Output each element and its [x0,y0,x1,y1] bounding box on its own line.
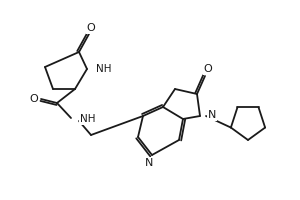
Text: N: N [208,110,216,120]
Text: NH: NH [96,64,112,74]
Text: N: N [145,158,153,168]
Text: O: O [204,64,212,74]
Text: O: O [87,23,95,33]
Text: O: O [30,94,38,104]
Text: NH: NH [80,114,95,124]
